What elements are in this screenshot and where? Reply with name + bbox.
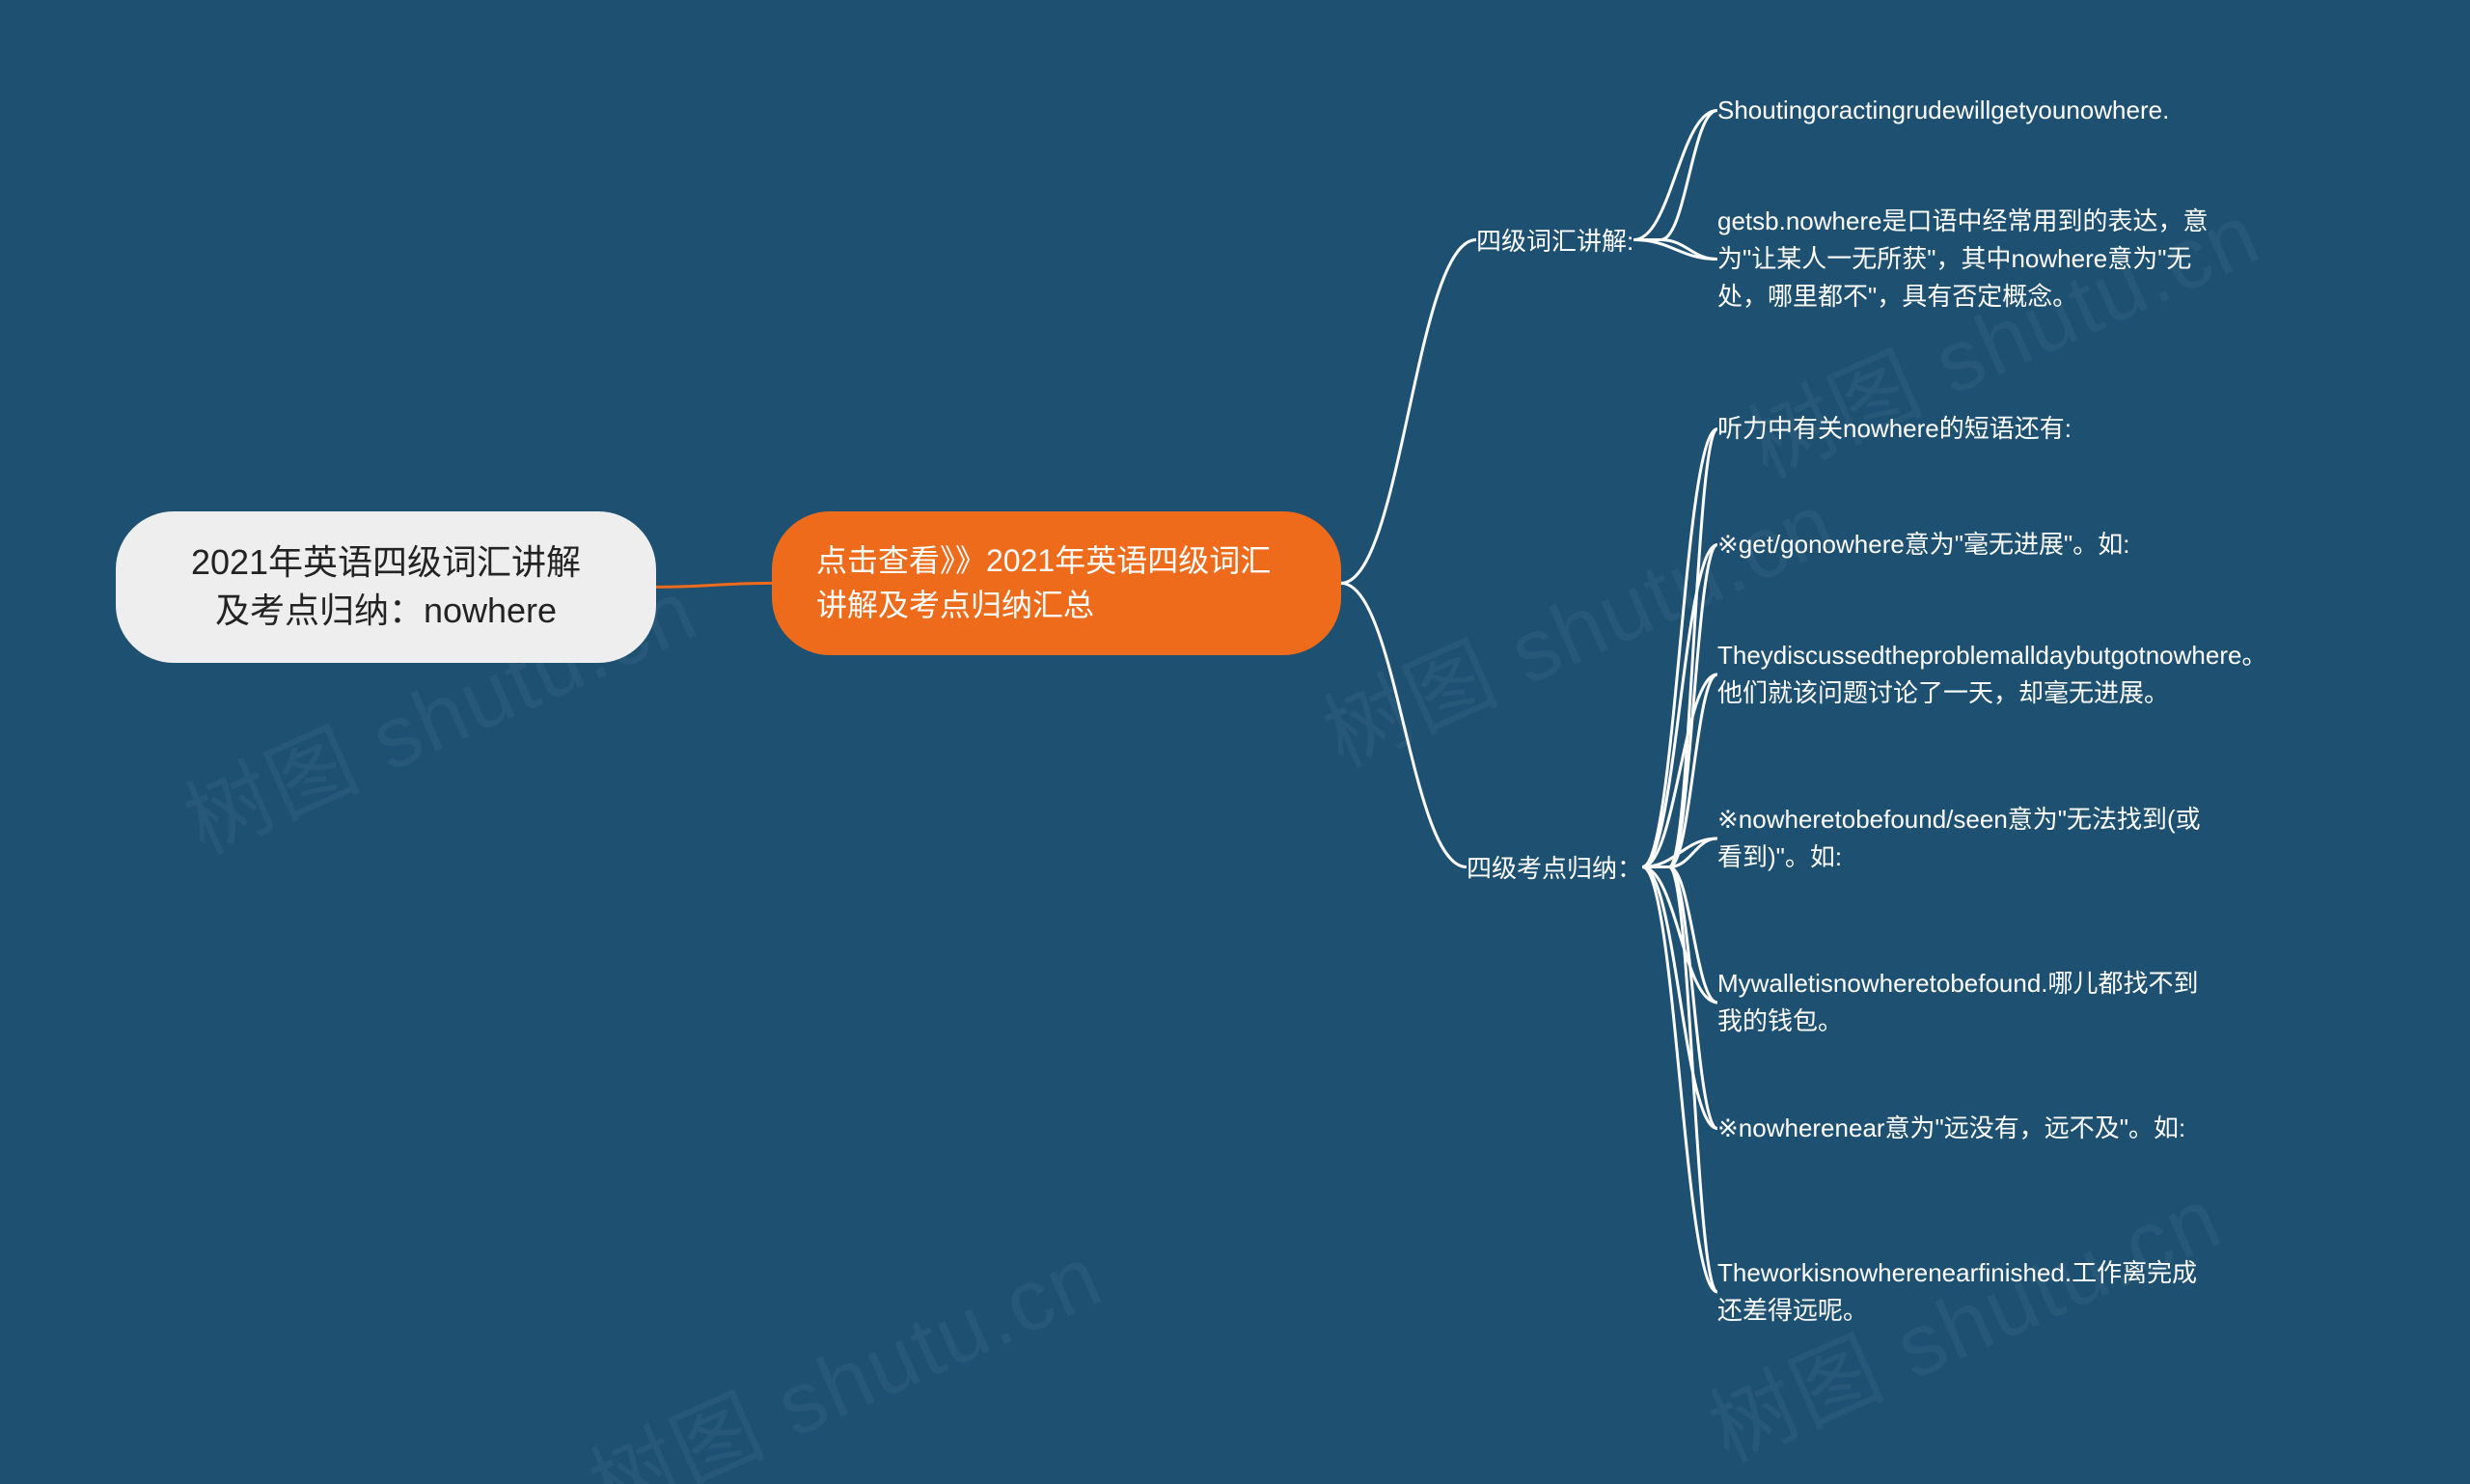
leaf-b2-4: Mywalletisnowheretobefound.哪儿都找不到我的钱包。 xyxy=(1717,965,2219,1040)
hub-node[interactable]: 点击查看》》2021年英语四级词汇 讲解及考点归纳汇总 xyxy=(772,511,1341,655)
watermark: 树图 shutu.cn xyxy=(567,1206,1118,1484)
hub-line2: 讲解及考点归纳汇总 xyxy=(816,588,1094,622)
leaf-b2-2: Theydiscussedtheproblemalldaybutgotnowhe… xyxy=(1717,637,2219,712)
leaf-b2-1: ※get/gonowhere意为"毫无进展"。如: xyxy=(1717,526,2130,563)
leaf-b2-5: ※nowherenear意为"远没有，远不及"。如: xyxy=(1717,1110,2185,1147)
watermark: 树图 shutu.cn xyxy=(1301,453,1852,790)
branch-label-vocab: 四级词汇讲解: xyxy=(1476,222,1633,258)
leaf-b2-6: Theworkisnowherenearfinished.工作离完成还差得远呢。 xyxy=(1717,1254,2219,1330)
root-line1: 2021年英语四级词汇讲解 xyxy=(191,542,581,582)
root-line2: 及考点归纳：nowhere xyxy=(215,591,557,630)
root-node: 2021年英语四级词汇讲解 及考点归纳：nowhere xyxy=(116,511,656,663)
leaf-b2-0: 听力中有关nowhere的短语还有: xyxy=(1717,410,2072,448)
branch-label-exam: 四级考点归纳： xyxy=(1467,849,1642,885)
leaf-b1-1: getsb.nowhere是口语中经常用到的表达，意为"让某人一无所获"，其中n… xyxy=(1717,203,2219,316)
hub-line1: 点击查看》》2021年英语四级词汇 xyxy=(816,543,1271,578)
leaf-b2-3: ※nowheretobefound/seen意为"无法找到(或看到)"。如: xyxy=(1717,801,2219,876)
leaf-b1-0: Shoutingoractingrudewillgetyounowhere. xyxy=(1717,92,2169,129)
